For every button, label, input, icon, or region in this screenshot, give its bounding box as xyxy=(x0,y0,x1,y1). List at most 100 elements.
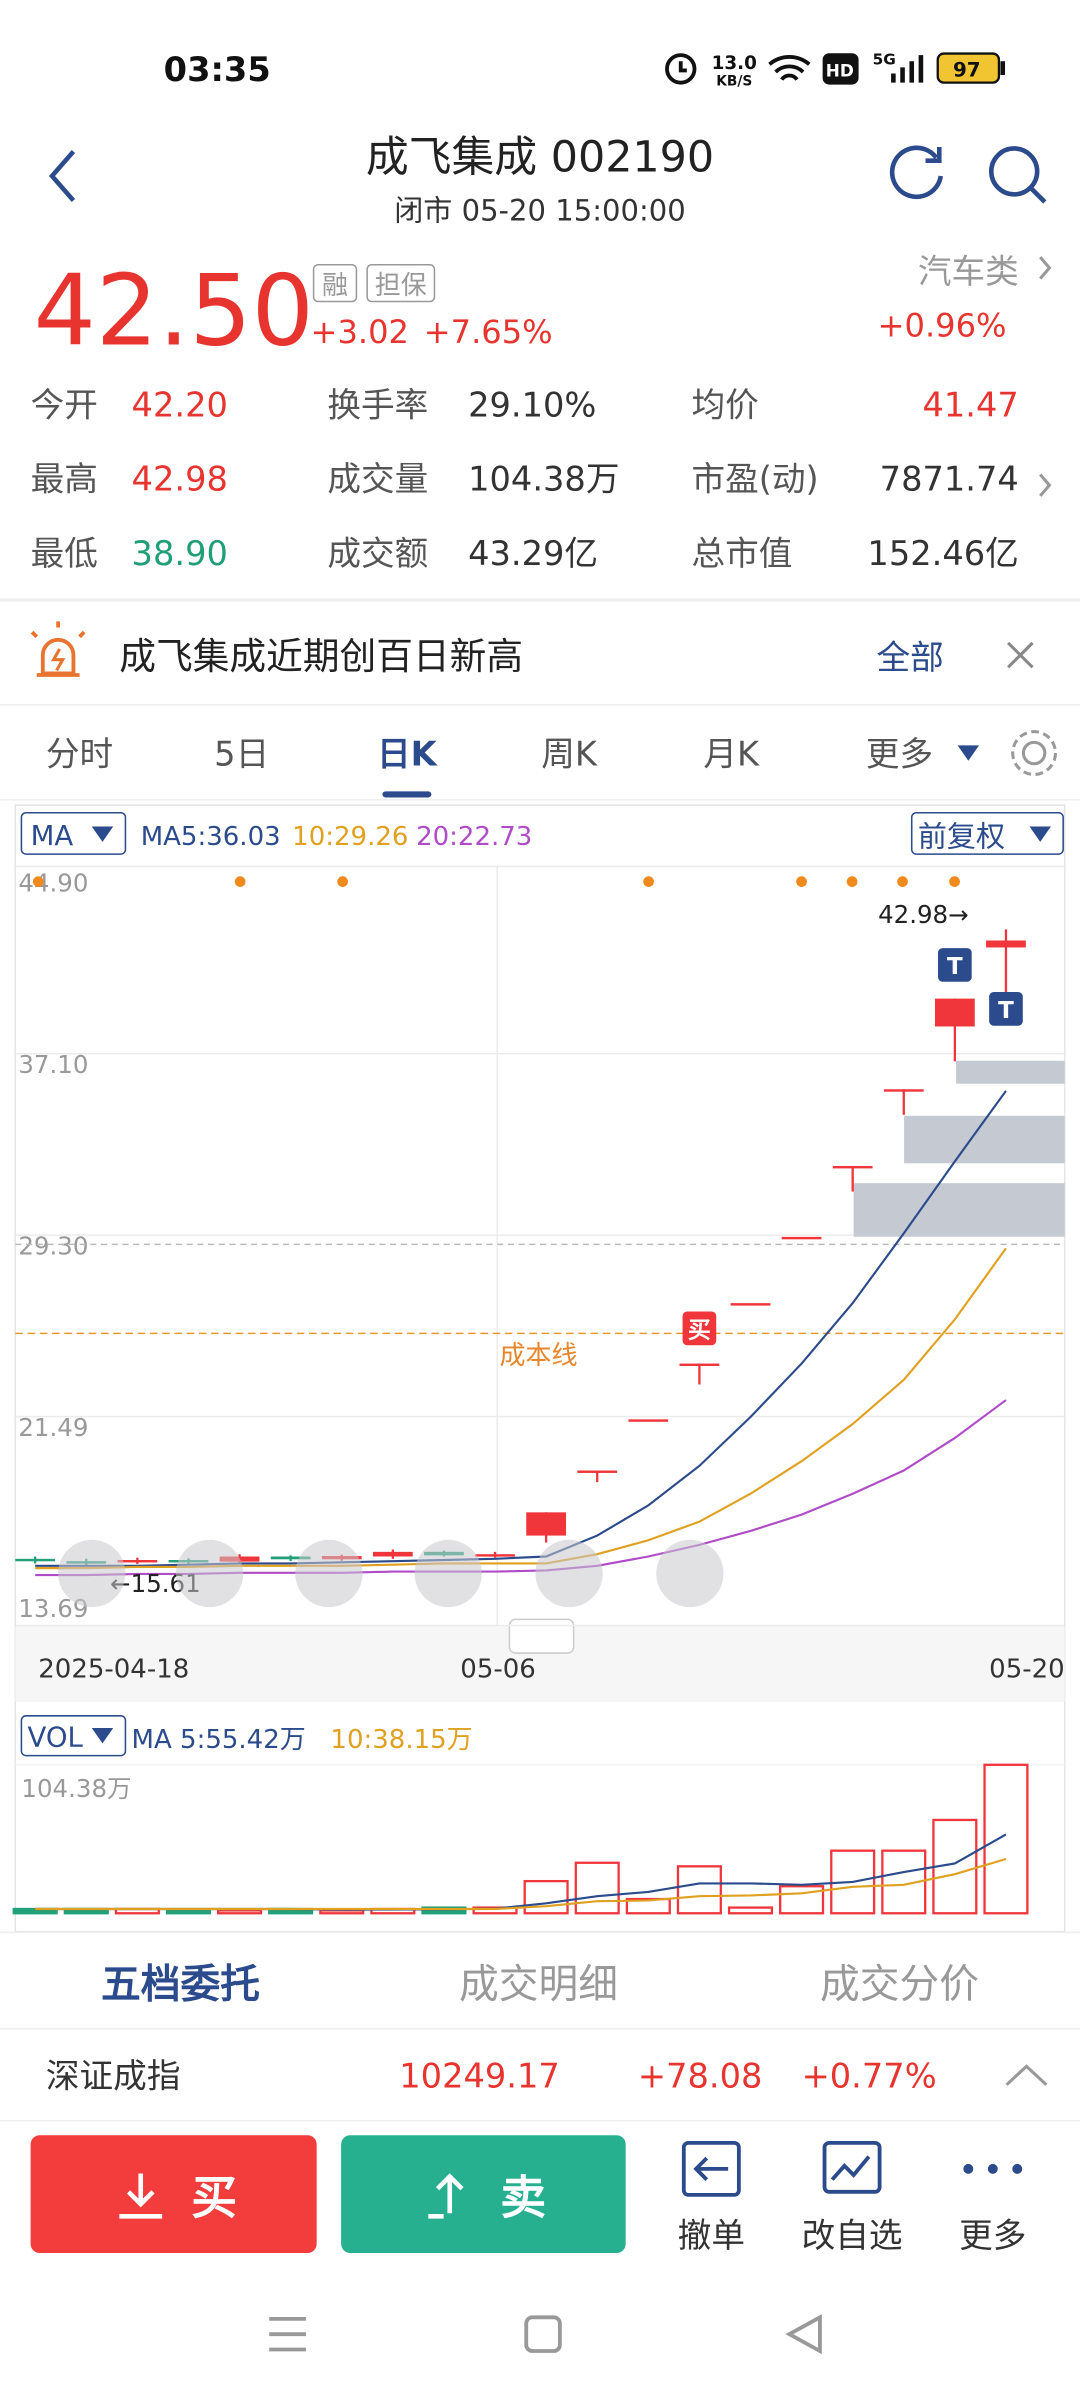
candle-body xyxy=(577,1470,618,1473)
event-dot[interactable] xyxy=(32,876,44,887)
sell-button[interactable] xyxy=(341,2135,626,2254)
tool-label[interactable]: 更多 xyxy=(959,2216,1026,2255)
volume-bar xyxy=(983,1763,1029,1915)
event-dot[interactable] xyxy=(949,876,960,887)
tool-label[interactable]: 撤单 xyxy=(678,2216,745,2255)
buy-label[interactable]: 买 xyxy=(191,2170,237,2224)
cost-line-label: 成本线 xyxy=(499,1341,577,1371)
indicator-select[interactable] xyxy=(20,811,127,855)
tool-icons xyxy=(681,2140,1023,2197)
chip-bar xyxy=(956,1060,1065,1084)
chart-control[interactable] xyxy=(414,1539,482,1608)
chart-tab[interactable]: 更多 xyxy=(866,734,933,773)
trade-marker[interactable] xyxy=(989,992,1023,1026)
sector[interactable]: 汽车类 xyxy=(918,252,1019,291)
trade-marker-label: T xyxy=(947,954,963,980)
trade-marker[interactable] xyxy=(682,1311,717,1346)
chart-tab[interactable]: 月K xyxy=(703,734,760,773)
chart-control[interactable] xyxy=(58,1539,126,1608)
close-button[interactable] xyxy=(1007,641,1034,669)
volume-bar xyxy=(779,1885,825,1915)
volume-bar xyxy=(727,1906,774,1915)
stat-label: 总市值 xyxy=(691,534,792,573)
y-tick-label: 29.30 xyxy=(18,1231,88,1260)
chart-control[interactable] xyxy=(656,1539,724,1608)
candle-body xyxy=(270,1556,311,1560)
market-status: 闭市 05-20 15:00:00 xyxy=(394,193,685,227)
net-unit: KB/S xyxy=(716,74,752,90)
event-dot[interactable] xyxy=(643,876,654,887)
y-tick-label: 44.90 xyxy=(18,869,88,898)
ma-legend: MA5:36.03 xyxy=(141,822,281,852)
price-change-pct: +7.65% xyxy=(424,313,553,351)
dropdown-arrow xyxy=(91,1728,114,1744)
header-icons xyxy=(48,145,1047,204)
event-dot[interactable] xyxy=(337,876,349,887)
volume-bar xyxy=(216,1909,263,1915)
chart-control[interactable] xyxy=(295,1539,363,1608)
news-icon xyxy=(30,621,86,677)
order-tab[interactable]: 成交明细 xyxy=(459,1961,618,2007)
adjust-select[interactable] xyxy=(910,811,1064,855)
search-button[interactable] xyxy=(988,146,1047,204)
x-tick-label: 05-06 xyxy=(460,1655,536,1685)
volume-bar xyxy=(574,1861,620,1915)
stat-label: 成交额 xyxy=(327,534,428,573)
event-dot[interactable] xyxy=(234,876,246,887)
stat-value: 42.98 xyxy=(132,460,228,499)
divider xyxy=(0,2119,1080,2122)
divider xyxy=(0,2028,1080,2030)
sell-label[interactable]: 卖 xyxy=(500,2170,546,2224)
divider xyxy=(0,704,1080,706)
buy-button[interactable] xyxy=(30,2135,317,2254)
trade-icons xyxy=(119,2173,464,2219)
event-dot[interactable] xyxy=(796,876,807,887)
vol-ma-legend: MA 5:55.42万 xyxy=(132,1725,306,1755)
chart-tab[interactable]: 日K xyxy=(377,734,439,773)
news-action[interactable]: 全部 xyxy=(877,638,944,677)
volume-bar xyxy=(625,1897,671,1915)
vol-tick-label: 104.38万 xyxy=(21,1774,131,1803)
chart-tab[interactable]: 周K xyxy=(541,734,598,773)
stock-title: 成飞集成 002190 xyxy=(366,132,714,182)
drag-handle[interactable] xyxy=(508,1618,575,1654)
news-text[interactable]: 成飞集成近期创百日新高 xyxy=(119,635,523,678)
stat-value: 41.47 xyxy=(922,385,1018,424)
event-dot[interactable] xyxy=(897,876,908,887)
net-speed: 13.0 xyxy=(712,53,757,74)
back-button[interactable] xyxy=(48,150,76,203)
order-tab[interactable]: 五档委托 xyxy=(101,1961,260,2007)
candle-body xyxy=(15,1558,56,1562)
expand-button[interactable] xyxy=(1005,2064,1048,2086)
stat-value: 43.29亿 xyxy=(468,534,598,573)
stat-label: 换手率 xyxy=(327,385,428,424)
dropdown-arrow xyxy=(91,826,114,842)
volume-bar xyxy=(830,1849,876,1915)
stat-value: 104.38万 xyxy=(468,460,619,499)
index-change-pct: +0.77% xyxy=(802,2057,937,2096)
order-tab[interactable]: 成交分价 xyxy=(820,1961,979,2007)
settings-button[interactable] xyxy=(1011,730,1058,777)
chart-tab[interactable]: 分时 xyxy=(46,734,113,773)
tab-indicator xyxy=(382,791,432,798)
index-change: +78.08 xyxy=(638,2057,763,2096)
refresh-button[interactable] xyxy=(889,145,944,200)
x-tick-label: 05-20 xyxy=(989,1655,1065,1685)
candle-body xyxy=(934,998,975,1027)
chart-control[interactable] xyxy=(175,1539,244,1608)
chart-tab[interactable]: 5日 xyxy=(214,734,269,773)
indicator-select[interactable] xyxy=(20,1715,127,1757)
ma-legend: 20:22.73 xyxy=(416,822,532,852)
y-tick-label: 21.49 xyxy=(18,1413,88,1442)
chart-control[interactable] xyxy=(535,1539,603,1608)
tool-label[interactable]: 改自选 xyxy=(802,2216,903,2255)
vol-ma-line xyxy=(35,1857,1007,1911)
volume-bar xyxy=(676,1865,722,1915)
stat-value: 7871.74 xyxy=(880,460,1019,499)
stat-label: 今开 xyxy=(31,385,98,424)
trade-marker[interactable] xyxy=(938,948,972,982)
candle-body xyxy=(730,1303,771,1306)
stat-value: 42.20 xyxy=(132,385,228,424)
tag: 担保 xyxy=(375,271,427,301)
event-dot[interactable] xyxy=(846,876,858,887)
